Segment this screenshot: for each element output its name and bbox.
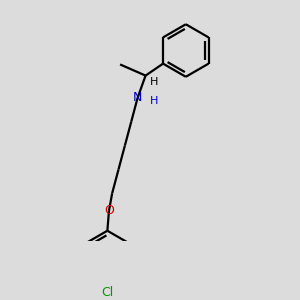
- Text: H: H: [150, 96, 159, 106]
- Text: O: O: [104, 204, 114, 218]
- Text: H: H: [150, 77, 159, 87]
- Text: N: N: [133, 92, 142, 104]
- Text: Cl: Cl: [101, 286, 113, 298]
